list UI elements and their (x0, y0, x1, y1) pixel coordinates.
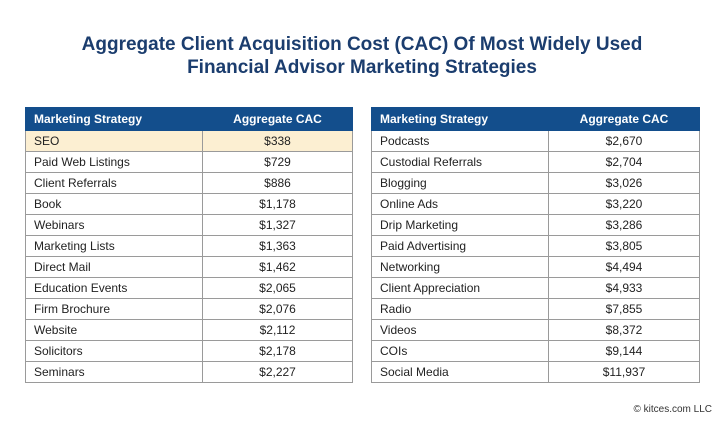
strategy-cell: Social Media (371, 361, 549, 383)
strategy-cell: Podcasts (371, 130, 549, 152)
cac-table-left: Marketing Strategy Aggregate CAC SEO $338… (25, 107, 353, 383)
table-row: Seminars $2,227 (25, 361, 353, 383)
strategy-cell: Paid Advertising (371, 235, 549, 257)
cac-cell: $4,494 (548, 256, 700, 278)
cac-cell: $3,805 (548, 235, 700, 257)
title-line-1: Aggregate Client Acquisition Cost (CAC) … (81, 34, 643, 55)
table-row: Blogging $3,026 (371, 172, 700, 194)
table-header-row: Marketing Strategy Aggregate CAC (25, 107, 353, 131)
strategy-cell: Seminars (25, 361, 203, 383)
cac-cell: $2,178 (202, 340, 353, 362)
cac-table-right: Marketing Strategy Aggregate CAC Podcast… (371, 107, 700, 383)
column-header-strategy: Marketing Strategy (371, 107, 549, 131)
table-row: Firm Brochure $2,076 (25, 298, 353, 320)
cac-cell: $1,178 (202, 193, 353, 215)
table-header-row: Marketing Strategy Aggregate CAC (371, 107, 700, 131)
strategy-cell: Solicitors (25, 340, 203, 362)
strategy-cell: Webinars (25, 214, 203, 236)
cac-cell: $886 (202, 172, 353, 194)
table-row: Book $1,178 (25, 193, 353, 215)
strategy-cell: Networking (371, 256, 549, 278)
table-row: Online Ads $3,220 (371, 193, 700, 215)
strategy-cell: Drip Marketing (371, 214, 549, 236)
table-row: Direct Mail $1,462 (25, 256, 353, 278)
table-row: Podcasts $2,670 (371, 130, 700, 152)
strategy-cell: Client Appreciation (371, 277, 549, 299)
cac-cell: $2,065 (202, 277, 353, 299)
table-row: Website $2,112 (25, 319, 353, 341)
cac-cell: $7,855 (548, 298, 700, 320)
strategy-cell: SEO (25, 130, 203, 152)
cac-cell: $2,112 (202, 319, 353, 341)
strategy-cell: Education Events (25, 277, 203, 299)
table-row: Drip Marketing $3,286 (371, 214, 700, 236)
table-row: Education Events $2,065 (25, 277, 353, 299)
table-row: Client Referrals $886 (25, 172, 353, 194)
cac-cell: $729 (202, 151, 353, 173)
strategy-cell: Radio (371, 298, 549, 320)
strategy-cell: Marketing Lists (25, 235, 203, 257)
copyright-footer: © kitces.com LLC (633, 404, 712, 415)
cac-cell: $1,327 (202, 214, 353, 236)
strategy-cell: Paid Web Listings (25, 151, 203, 173)
cac-cell: $2,670 (548, 130, 700, 152)
table-row: SEO $338 (25, 130, 353, 152)
strategy-cell: Videos (371, 319, 549, 341)
cac-cell: $8,372 (548, 319, 700, 341)
cac-cell: $2,227 (202, 361, 353, 383)
table-row: COIs $9,144 (371, 340, 700, 362)
cac-cell: $3,220 (548, 193, 700, 215)
table-row: Paid Web Listings $729 (25, 151, 353, 173)
strategy-cell: Client Referrals (25, 172, 203, 194)
strategy-cell: Book (25, 193, 203, 215)
table-row: Marketing Lists $1,363 (25, 235, 353, 257)
table-row: Paid Advertising $3,805 (371, 235, 700, 257)
strategy-cell: Online Ads (371, 193, 549, 215)
strategy-cell: Website (25, 319, 203, 341)
table-row: Networking $4,494 (371, 256, 700, 278)
cac-cell: $1,462 (202, 256, 353, 278)
strategy-cell: Custodial Referrals (371, 151, 549, 173)
table-row: Radio $7,855 (371, 298, 700, 320)
table-row: Videos $8,372 (371, 319, 700, 341)
strategy-cell: Direct Mail (25, 256, 203, 278)
cac-cell: $2,704 (548, 151, 700, 173)
strategy-cell: COIs (371, 340, 549, 362)
table-row: Webinars $1,327 (25, 214, 353, 236)
strategy-cell: Blogging (371, 172, 549, 194)
cac-cell: $2,076 (202, 298, 353, 320)
column-header-cac: Aggregate CAC (548, 107, 700, 131)
strategy-cell: Firm Brochure (25, 298, 203, 320)
cac-cell: $4,933 (548, 277, 700, 299)
table-row: Solicitors $2,178 (25, 340, 353, 362)
cac-cell: $9,144 (548, 340, 700, 362)
cac-cell: $1,363 (202, 235, 353, 257)
cac-cell: $3,286 (548, 214, 700, 236)
cac-cell: $11,937 (548, 361, 700, 383)
table-row: Social Media $11,937 (371, 361, 700, 383)
cac-cell: $3,026 (548, 172, 700, 194)
column-header-cac: Aggregate CAC (202, 107, 353, 131)
cac-cell: $338 (202, 130, 353, 152)
table-row: Custodial Referrals $2,704 (371, 151, 700, 173)
column-header-strategy: Marketing Strategy (25, 107, 203, 131)
title-line-2: Financial Advisor Marketing Strategies (187, 57, 537, 78)
table-row: Client Appreciation $4,933 (371, 277, 700, 299)
